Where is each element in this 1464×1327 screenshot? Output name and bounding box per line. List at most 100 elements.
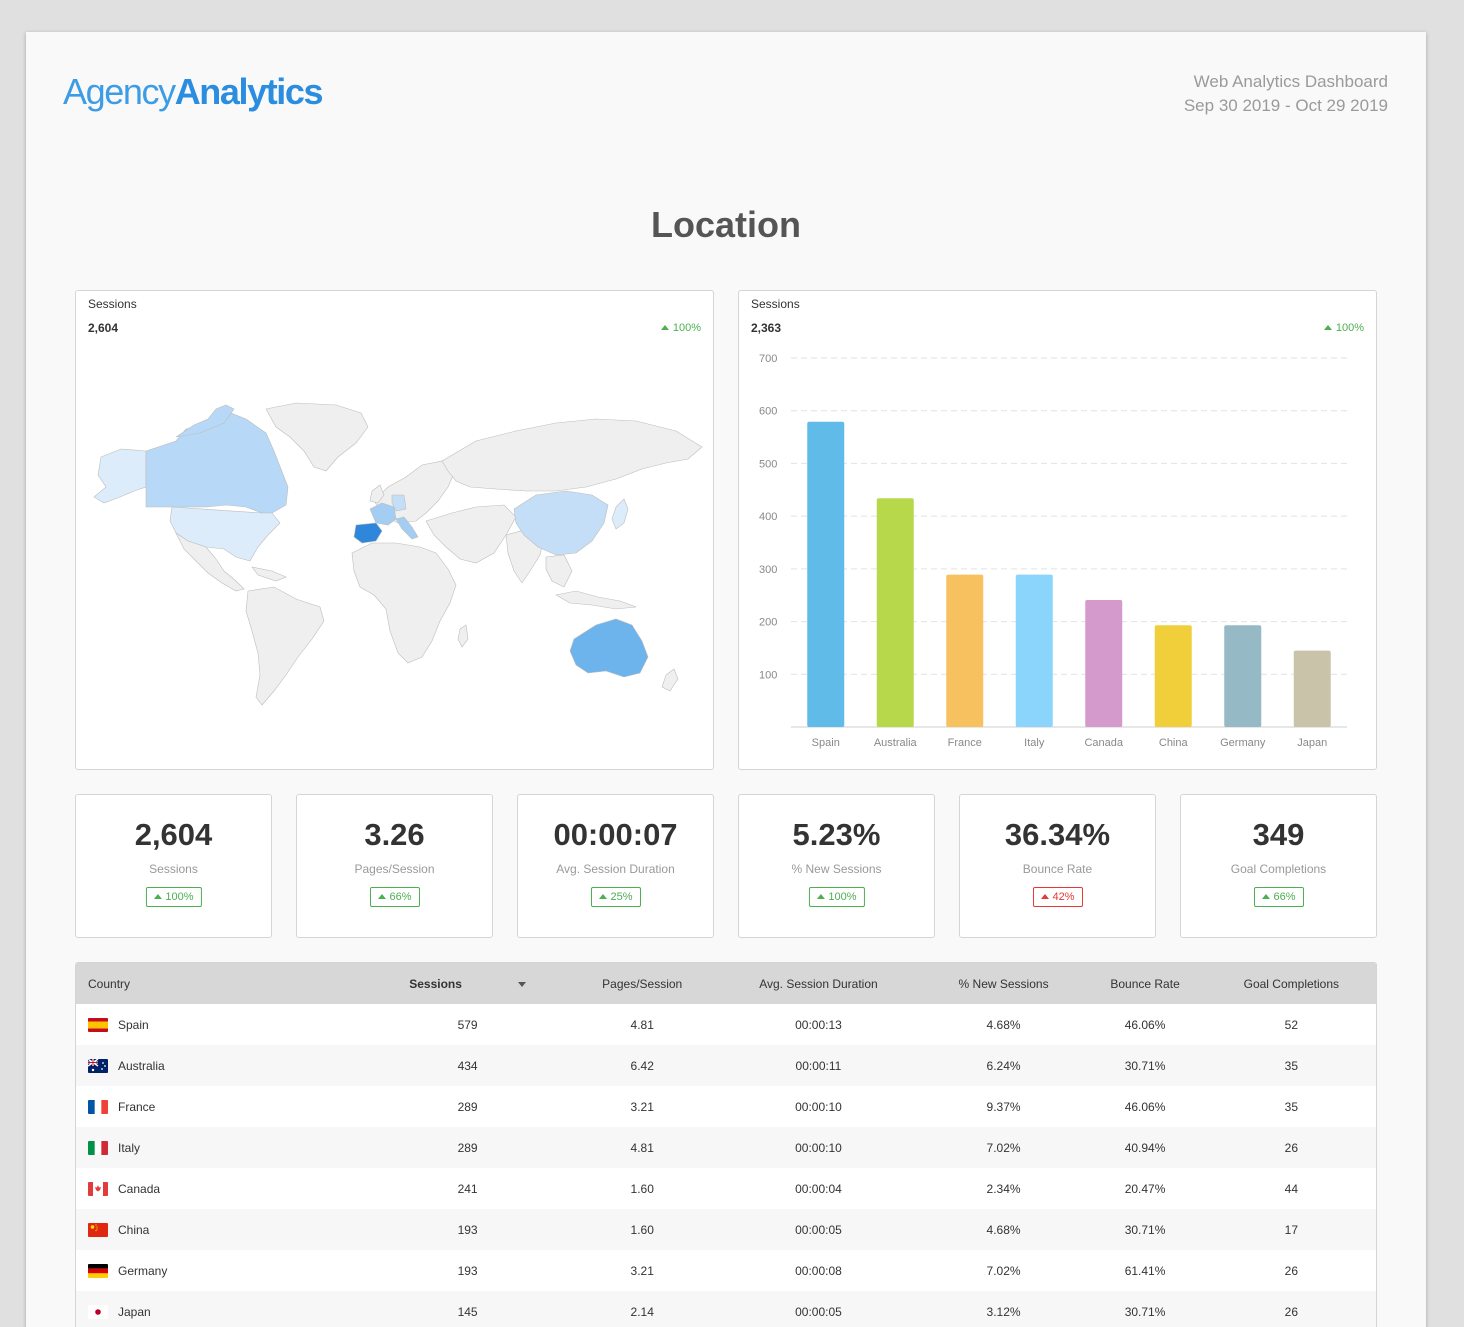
bar-widget-change-value: 100% bbox=[1335, 322, 1364, 334]
y-tick-label: 500 bbox=[759, 458, 777, 470]
table-row[interactable]: France 289 3.21 00:00:10 9.37% 46.06% 35 bbox=[76, 1086, 1376, 1127]
table-row[interactable]: Australia 434 6.42 00:00:11 6.24% 30.71% 35 bbox=[76, 1045, 1376, 1086]
cell-new-sessions: 7.02% bbox=[986, 1140, 1021, 1155]
logo-light-text: Agency bbox=[63, 71, 176, 112]
cell-bounce-rate: 61.41% bbox=[1124, 1263, 1166, 1278]
cell-pages-session: 1.60 bbox=[630, 1222, 654, 1237]
country-name: Germany bbox=[118, 1263, 168, 1278]
bar-australia[interactable] bbox=[876, 498, 914, 727]
column-header-new-sessions[interactable]: % New Sessions bbox=[958, 976, 1049, 991]
map-region-central-america bbox=[175, 532, 245, 592]
cell-sessions: 579 bbox=[457, 1017, 478, 1032]
bar-spain[interactable] bbox=[807, 421, 845, 727]
stat-change-badge: 42% bbox=[1032, 887, 1083, 907]
map-country-france[interactable] bbox=[369, 502, 397, 526]
stat-card: 5.23% % New Sessions 100% bbox=[738, 794, 935, 938]
cell-country: Canada bbox=[76, 1168, 364, 1209]
it-flag-icon bbox=[88, 1140, 108, 1155]
stat-card: 349 Goal Completions 66% bbox=[1180, 794, 1377, 938]
agency-analytics-logo: AgencyAnalytics bbox=[63, 70, 324, 114]
cell-sessions: 289 bbox=[457, 1099, 478, 1114]
map-country-japan[interactable] bbox=[611, 498, 629, 530]
y-tick-label: 700 bbox=[759, 353, 777, 365]
cell-pages-session: 6.42 bbox=[630, 1058, 654, 1073]
cell-goal-completions: 35 bbox=[1284, 1099, 1298, 1114]
y-tick-label: 200 bbox=[759, 617, 777, 629]
column-header-country[interactable]: Country bbox=[88, 976, 131, 991]
map-country-spain[interactable] bbox=[353, 522, 383, 544]
sessions-map-widget: Sessions 2,604 100% bbox=[75, 290, 714, 770]
sort-descending-icon[interactable] bbox=[517, 981, 526, 987]
bar-italy[interactable] bbox=[1015, 574, 1053, 727]
stat-value: 2,604 bbox=[134, 817, 213, 852]
table-row[interactable]: Spain 579 4.81 00:00:13 4.68% 46.06% 52 bbox=[76, 1004, 1376, 1045]
stat-change-value: 42% bbox=[1052, 891, 1075, 903]
cell-goal-completions: 26 bbox=[1284, 1140, 1298, 1155]
world-map[interactable] bbox=[76, 291, 713, 769]
location-table: Country Sessions Pages/Session Avg. Sess… bbox=[75, 962, 1377, 1327]
cell-goal-completions: 52 bbox=[1284, 1017, 1298, 1032]
cell-new-sessions: 2.34% bbox=[986, 1181, 1021, 1196]
stat-change-value: 66% bbox=[389, 891, 412, 903]
column-header-goal-completions[interactable]: Goal Completions bbox=[1243, 976, 1340, 991]
cell-goal-completions: 17 bbox=[1284, 1222, 1298, 1237]
stat-label: % New Sessions bbox=[791, 862, 882, 876]
bar-widget-label: Sessions bbox=[751, 297, 800, 311]
cell-new-sessions: 9.37% bbox=[986, 1099, 1021, 1114]
cell-country: France bbox=[76, 1086, 364, 1127]
map-country-china[interactable] bbox=[513, 490, 609, 556]
map-region-caribbean bbox=[251, 566, 287, 582]
up-arrow-icon bbox=[1261, 894, 1270, 899]
cell-sessions: 193 bbox=[457, 1222, 478, 1237]
bar-canada[interactable] bbox=[1085, 599, 1123, 727]
x-tick-label: Germany bbox=[1220, 737, 1266, 749]
column-header-bounce-rate[interactable]: Bounce Rate bbox=[1110, 976, 1180, 991]
map-country-germany[interactable] bbox=[391, 494, 407, 512]
stat-label: Bounce Rate bbox=[1022, 862, 1093, 876]
bar-china[interactable] bbox=[1154, 625, 1192, 727]
map-widget-change: 100% bbox=[660, 322, 701, 334]
cell-country: Australia bbox=[76, 1045, 364, 1086]
cell-avg-duration: 00:00:05 bbox=[795, 1304, 842, 1319]
cell-avg-duration: 00:00:04 bbox=[795, 1181, 842, 1196]
x-tick-label: Australia bbox=[874, 737, 918, 749]
table-row[interactable]: Canada 241 1.60 00:00:04 2.34% 20.47% 44 bbox=[76, 1168, 1376, 1209]
x-tick-label: Canada bbox=[1084, 737, 1123, 749]
es-flag-icon bbox=[88, 1017, 108, 1032]
table-row[interactable]: Germany 193 3.21 00:00:08 7.02% 61.41% 26 bbox=[76, 1250, 1376, 1291]
table-row[interactable]: China 193 1.60 00:00:05 4.68% 30.71% 17 bbox=[76, 1209, 1376, 1250]
column-header-sessions[interactable]: Sessions bbox=[364, 963, 571, 1004]
stat-change-badge: 66% bbox=[369, 887, 420, 907]
cell-sessions: 434 bbox=[457, 1058, 478, 1073]
map-country-alaska[interactable] bbox=[93, 448, 147, 504]
column-header-avg-duration[interactable]: Avg. Session Duration bbox=[759, 976, 878, 991]
stat-value: 3.26 bbox=[364, 817, 425, 852]
bar-japan[interactable] bbox=[1293, 650, 1331, 727]
table-row[interactable]: Italy 289 4.81 00:00:10 7.02% 40.94% 26 bbox=[76, 1127, 1376, 1168]
stat-label: Sessions bbox=[149, 862, 198, 876]
stat-change-value: 100% bbox=[828, 891, 857, 903]
x-tick-label: Italy bbox=[1024, 737, 1045, 749]
map-canada-islands bbox=[175, 404, 235, 438]
de-flag-icon bbox=[88, 1263, 108, 1278]
stat-value: 5.23% bbox=[792, 817, 881, 852]
cell-pages-session: 4.81 bbox=[630, 1140, 654, 1155]
map-country-canada[interactable] bbox=[145, 410, 289, 514]
stat-change-value: 66% bbox=[1273, 891, 1296, 903]
table-row[interactable]: Japan 145 2.14 00:00:05 3.12% 30.71% 26 bbox=[76, 1291, 1376, 1327]
map-country-greenland[interactable] bbox=[265, 402, 369, 472]
jp-flag-icon bbox=[88, 1304, 108, 1319]
map-country-united-states[interactable] bbox=[169, 506, 281, 562]
column-header-pages-session[interactable]: Pages/Session bbox=[602, 976, 683, 991]
bar-germany[interactable] bbox=[1224, 625, 1262, 727]
stat-card: 3.26 Pages/Session 66% bbox=[296, 794, 493, 938]
up-arrow-icon bbox=[660, 325, 669, 330]
up-arrow-icon bbox=[153, 894, 162, 899]
stat-card: 36.34% Bounce Rate 42% bbox=[959, 794, 1156, 938]
bar-france[interactable] bbox=[946, 574, 984, 727]
cell-goal-completions: 26 bbox=[1284, 1304, 1298, 1319]
map-country-italy[interactable] bbox=[395, 516, 419, 540]
section-title: Location bbox=[651, 204, 801, 245]
cell-new-sessions: 4.68% bbox=[986, 1222, 1021, 1237]
map-country-australia[interactable] bbox=[569, 618, 649, 678]
